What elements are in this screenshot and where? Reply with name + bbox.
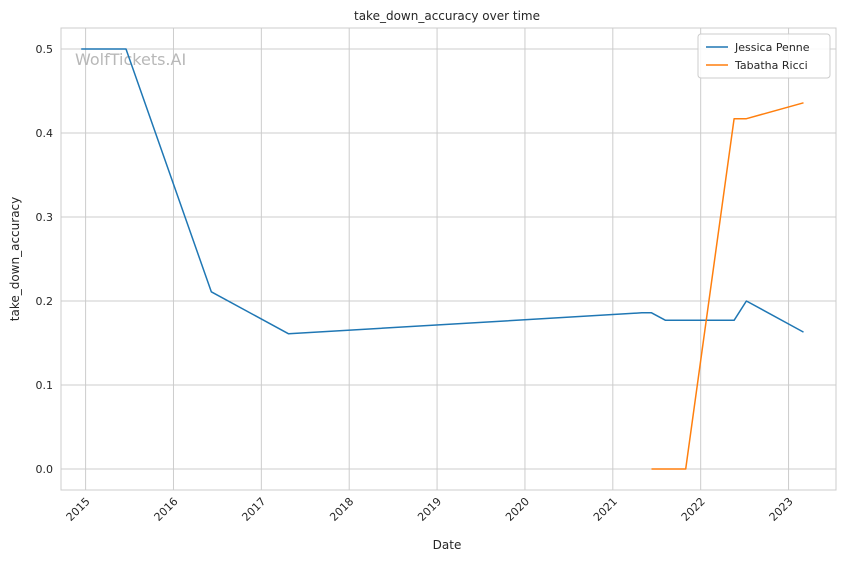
x-tick-label: 2018 xyxy=(327,495,356,524)
y-tick-label: 0.4 xyxy=(36,127,54,140)
y-tick-label: 0.2 xyxy=(36,295,54,308)
x-tick-label: 2017 xyxy=(239,495,268,524)
y-axis-ticks: 0.0 0.1 0.2 0.3 0.4 0.5 xyxy=(36,43,54,476)
plot-area xyxy=(61,28,836,490)
x-tick-label: 2015 xyxy=(64,495,93,524)
legend-box xyxy=(697,33,831,79)
y-tick-label: 0.5 xyxy=(36,43,54,56)
legend-label-0: Jessica Penne xyxy=(734,41,810,54)
series-line-0 xyxy=(81,48,804,335)
x-tick-label: 2016 xyxy=(152,495,181,524)
x-tick-label: 2020 xyxy=(503,495,532,524)
plot-frame xyxy=(60,27,837,491)
watermark-text: WolfTickets.AI xyxy=(75,50,186,69)
y-tick-label: 0.3 xyxy=(36,211,54,224)
chart-title: take_down_accuracy over time xyxy=(354,9,540,23)
y-tick-label: 0.1 xyxy=(36,379,54,392)
legend: Jessica Penne Tabatha Ricci xyxy=(697,33,831,79)
x-axis-ticks: 2015 2016 2017 2018 2019 2020 2021 2022 2023 xyxy=(64,495,796,524)
grid-lines xyxy=(61,28,836,490)
x-axis-label: Date xyxy=(433,538,462,552)
x-tick-label: 2019 xyxy=(415,495,444,524)
y-axis-label: take_down_accuracy xyxy=(8,197,22,321)
series-layer xyxy=(81,48,804,470)
x-tick-label: 2021 xyxy=(591,495,620,524)
x-tick-label: 2022 xyxy=(679,495,708,524)
legend-label-1: Tabatha Ricci xyxy=(734,59,808,72)
y-tick-label: 0.0 xyxy=(36,463,54,476)
series-line-1 xyxy=(651,102,804,470)
x-tick-label: 2023 xyxy=(767,495,796,524)
